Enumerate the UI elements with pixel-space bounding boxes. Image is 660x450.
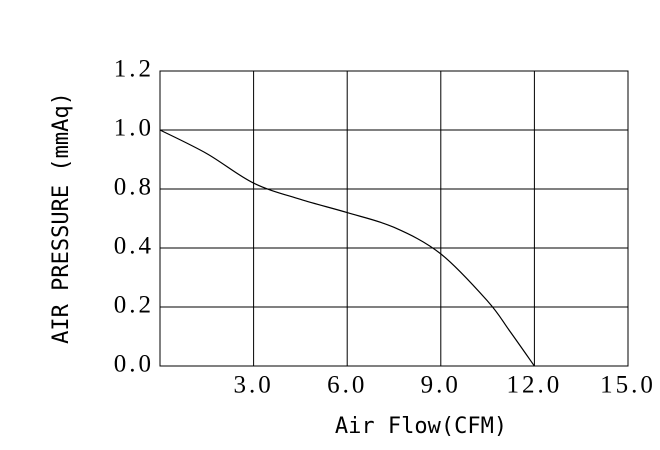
x-axis-title: Air Flow(CFM) [335, 414, 507, 439]
x-tick-label: 15.0 [600, 372, 656, 399]
x-tick-label: 3.0 [233, 372, 273, 399]
y-tick-label: 0.8 [114, 174, 154, 201]
y-tick-label: 0.2 [114, 292, 154, 319]
y-tick-label: 1.2 [114, 56, 154, 83]
y-tick-label: 1.0 [114, 115, 154, 142]
x-tick-label: 12.0 [507, 372, 563, 399]
x-tick-label: 6.0 [327, 372, 367, 399]
x-tick-label: 9.0 [421, 372, 461, 399]
y-tick-label: 0.4 [114, 233, 154, 260]
y-axis-title: AIR PRESSURE (mmAq) [49, 92, 74, 344]
y-tick-label: 0.0 [114, 351, 154, 378]
curve [159, 129, 535, 367]
plot-frame [159, 70, 629, 367]
